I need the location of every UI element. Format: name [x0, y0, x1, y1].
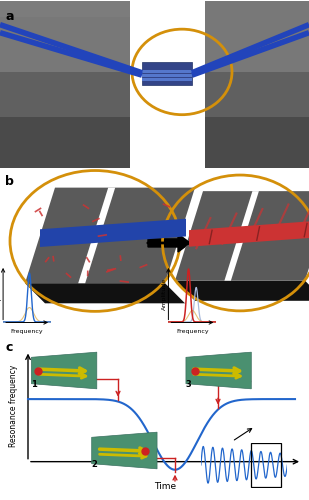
Polygon shape: [205, 72, 309, 117]
Polygon shape: [78, 188, 115, 283]
Polygon shape: [0, 77, 155, 112]
Polygon shape: [142, 62, 192, 85]
Polygon shape: [0, 32, 155, 77]
Polygon shape: [142, 70, 192, 73]
Text: Amplitude: Amplitude: [0, 278, 2, 310]
Text: Resonance frequency: Resonance frequency: [10, 365, 19, 448]
Polygon shape: [25, 188, 195, 283]
Text: a: a: [5, 10, 14, 22]
Polygon shape: [100, 77, 155, 168]
Polygon shape: [0, 72, 130, 117]
Text: 3: 3: [186, 380, 192, 389]
Polygon shape: [92, 432, 157, 469]
Polygon shape: [210, 77, 309, 112]
Polygon shape: [32, 352, 97, 389]
Polygon shape: [205, 117, 309, 168]
Polygon shape: [175, 280, 309, 301]
Text: Time: Time: [154, 482, 176, 491]
Polygon shape: [142, 74, 192, 77]
Polygon shape: [155, 2, 210, 168]
Text: Amplitude: Amplitude: [162, 278, 167, 310]
Polygon shape: [210, 2, 309, 77]
Polygon shape: [0, 117, 130, 168]
Polygon shape: [25, 283, 185, 304]
Text: b: b: [5, 174, 14, 188]
Text: 2: 2: [92, 460, 98, 469]
Text: Frequency: Frequency: [11, 330, 43, 334]
Polygon shape: [186, 352, 251, 389]
Polygon shape: [130, 2, 205, 168]
Polygon shape: [0, 16, 130, 72]
Polygon shape: [224, 191, 259, 280]
Polygon shape: [0, 2, 309, 168]
Polygon shape: [189, 220, 309, 246]
Text: Frequency: Frequency: [176, 330, 209, 334]
Polygon shape: [40, 218, 186, 247]
Polygon shape: [175, 191, 309, 280]
Text: c: c: [5, 340, 12, 353]
Polygon shape: [205, 2, 309, 72]
FancyArrow shape: [148, 234, 190, 252]
Polygon shape: [142, 78, 192, 81]
Polygon shape: [210, 112, 260, 168]
Bar: [251, 444, 281, 486]
Text: 1: 1: [32, 380, 37, 389]
